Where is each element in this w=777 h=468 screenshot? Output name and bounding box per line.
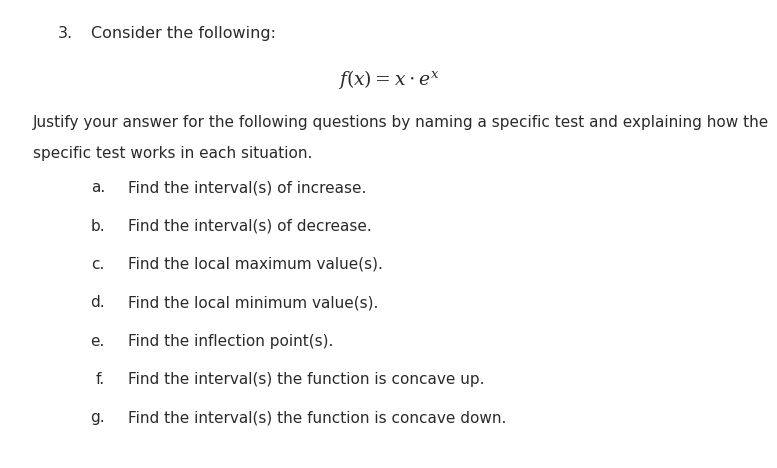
- Text: Find the local maximum value(s).: Find the local maximum value(s).: [128, 257, 383, 272]
- Text: b.: b.: [90, 219, 105, 234]
- Text: c.: c.: [92, 257, 105, 272]
- Text: Consider the following:: Consider the following:: [91, 26, 276, 41]
- Text: $f(x) = x \cdot e^x$: $f(x) = x \cdot e^x$: [338, 68, 439, 91]
- Text: 3.: 3.: [58, 26, 73, 41]
- Text: f.: f.: [96, 372, 105, 387]
- Text: Find the interval(s) of decrease.: Find the interval(s) of decrease.: [128, 219, 372, 234]
- Text: d.: d.: [90, 295, 105, 310]
- Text: Find the local minimum value(s).: Find the local minimum value(s).: [128, 295, 378, 310]
- Text: Find the interval(s) the function is concave down.: Find the interval(s) the function is con…: [128, 410, 507, 425]
- Text: Find the inflection point(s).: Find the inflection point(s).: [128, 334, 333, 349]
- Text: Find the interval(s) of increase.: Find the interval(s) of increase.: [128, 180, 367, 195]
- Text: a.: a.: [91, 180, 105, 195]
- Text: Justify your answer for the following questions by naming a specific test and ex: Justify your answer for the following qu…: [33, 115, 769, 130]
- Text: Find the interval(s) the function is concave up.: Find the interval(s) the function is con…: [128, 372, 485, 387]
- Text: e.: e.: [90, 334, 105, 349]
- Text: g.: g.: [90, 410, 105, 425]
- Text: specific test works in each situation.: specific test works in each situation.: [33, 146, 312, 161]
